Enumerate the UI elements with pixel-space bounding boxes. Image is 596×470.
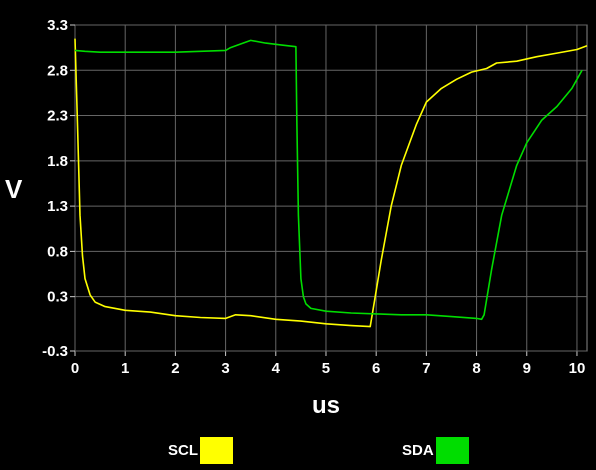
x-tick-label: 5 [322,360,330,377]
tick-labels: 0 1 2 3 4 5 6 7 8 9 10 -0.3 0.3 0.8 1.3 1.8 2.3 2.8 3.3 [42,17,585,377]
legend-item-scl: SCL [168,437,233,464]
x-tick-label: 0 [71,360,79,377]
x-tick-label: 4 [272,360,281,377]
y-tick-label: 1.8 [47,153,68,170]
x-tick-label: 8 [472,360,480,377]
x-axis-label: us [312,392,340,419]
y-tick-label: 3.3 [47,17,68,34]
x-tick-label: 3 [221,360,229,377]
x-tick-label: 9 [523,360,531,377]
x-tick-label: 2 [171,360,179,377]
y-axis-label: V [5,174,23,204]
series-line-scl [74,38,588,328]
legend-swatch-scl [200,437,233,464]
x-tick-label: 6 [372,360,380,377]
y-tick-label: -0.3 [42,343,68,360]
legend-item-sda: SDA [402,437,469,464]
series-lines [74,38,588,328]
legend-label-sda: SDA [402,442,434,459]
legend-swatch-sda [435,437,469,464]
x-tick-label: 7 [422,360,430,377]
x-tick-label: 1 [121,360,129,377]
y-tick-label: 2.8 [47,62,68,79]
series-line-sda [74,39,583,321]
legend-label-scl: SCL [168,442,198,459]
y-tick-label: 2.3 [47,108,68,125]
x-tick-label: 10 [569,360,586,377]
y-tick-label: 0.8 [47,243,68,260]
y-tick-label: 1.3 [47,198,68,215]
y-tick-label: 0.3 [47,289,68,306]
